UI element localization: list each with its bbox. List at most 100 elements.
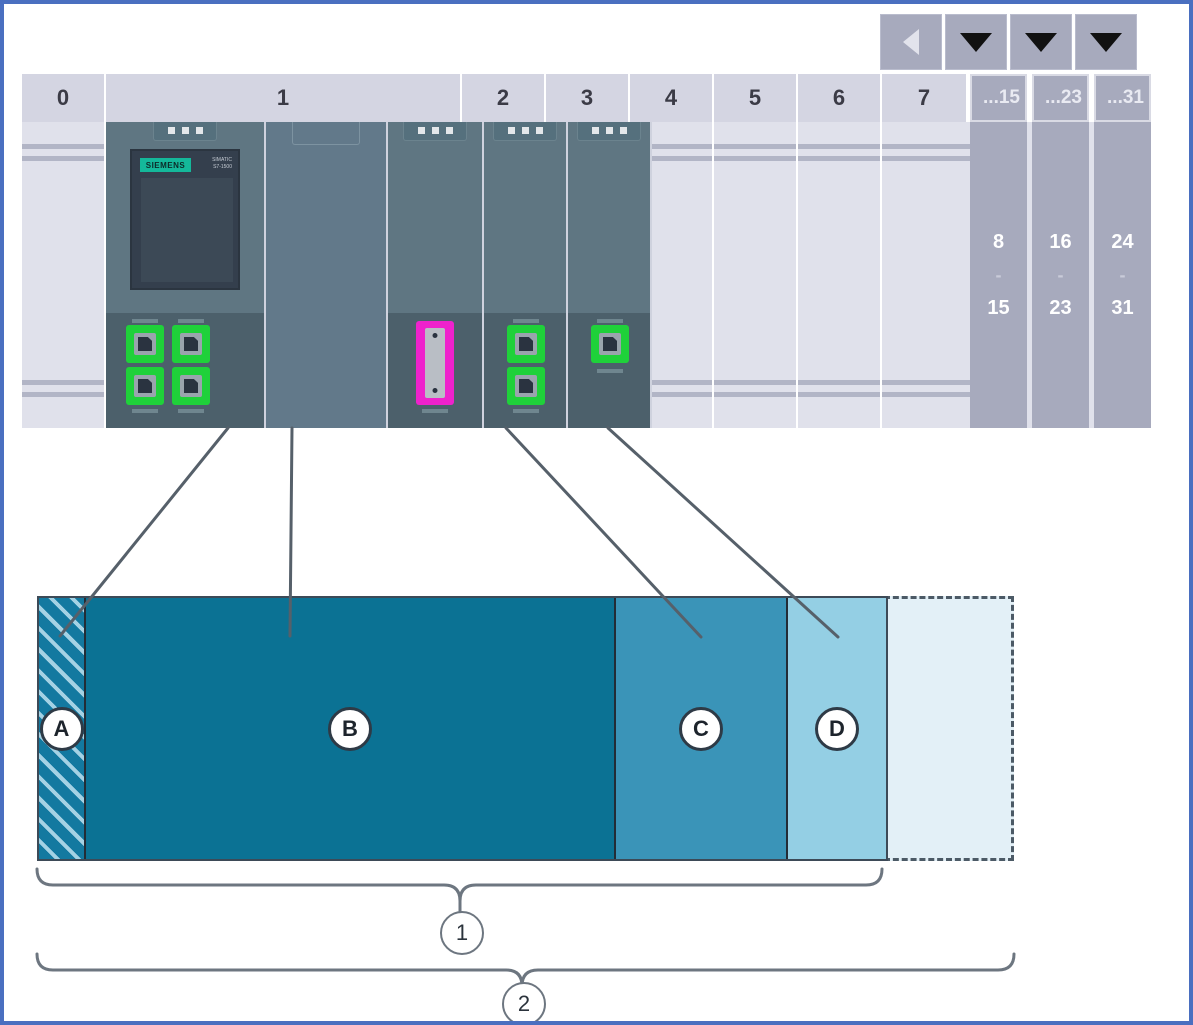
band-label-D: D [815, 706, 859, 751]
din-rail [882, 392, 970, 397]
address-column-8-15[interactable]: 8 - 15 [970, 122, 1027, 428]
address-low: 31 [1111, 297, 1134, 319]
slot-number-header-row: 0 1 2 3 4 5 6 7 [22, 74, 966, 122]
chevron-down-icon [960, 32, 992, 52]
din-rail [798, 380, 880, 385]
ethernet-port-icon[interactable] [507, 325, 545, 363]
rack-body: SIEMENS SIMATIC S7-1500 [22, 122, 1140, 428]
module-slot-3[interactable] [568, 122, 652, 428]
slot-cell-0[interactable] [22, 122, 106, 428]
ethernet-port-icon[interactable] [172, 367, 210, 405]
address-low: 15 [987, 297, 1010, 319]
address-column-24-31[interactable]: 24 - 31 [1094, 122, 1151, 428]
port-label [422, 409, 448, 413]
band-label-C: C [679, 706, 723, 751]
cpu-display-panel[interactable]: SIEMENS SIMATIC S7-1500 [130, 149, 240, 290]
slot-header-6[interactable]: 6 [798, 74, 882, 122]
port-label [132, 409, 158, 413]
vent-grille-icon [403, 122, 467, 141]
band-B[interactable]: B [86, 598, 616, 859]
din-rail [714, 380, 796, 385]
slot-cell-7[interactable] [882, 122, 970, 428]
address-dash: - [995, 265, 1002, 285]
dropdown-button-3[interactable] [1075, 14, 1137, 70]
profibus-connector-area [388, 313, 482, 428]
vent-dot [535, 126, 543, 134]
ethernet-port-icon[interactable] [126, 367, 164, 405]
din-rail [714, 392, 796, 397]
slot-header-1[interactable]: 1 [106, 74, 462, 122]
band-A[interactable]: A [39, 598, 86, 859]
module-connector-area [568, 313, 650, 428]
slot-header-5[interactable]: 5 [714, 74, 798, 122]
port-label [178, 319, 204, 323]
din-rail [22, 156, 104, 161]
module-tab [292, 122, 360, 145]
address-high: 24 [1111, 231, 1134, 253]
din-rail [630, 380, 712, 385]
slot-header-7[interactable]: 7 [882, 74, 966, 122]
din-rail [22, 392, 104, 397]
vent-grille-icon [577, 122, 641, 141]
din-rail [714, 156, 796, 161]
ethernet-port-icon[interactable] [591, 325, 629, 363]
vent-dot [181, 126, 189, 134]
cpu-connector-area [106, 313, 264, 428]
range-header-24-31[interactable]: ...31 [1094, 74, 1151, 122]
ethernet-port-icon[interactable] [172, 325, 210, 363]
cpu-screen [141, 178, 233, 282]
band-label-A: A [39, 706, 84, 751]
din-rail [22, 380, 104, 385]
din-rail [798, 144, 880, 149]
vent-dot [619, 126, 627, 134]
brace-1 [35, 867, 884, 902]
address-column-16-23[interactable]: 16 - 23 [1032, 122, 1089, 428]
cpu-module[interactable]: SIEMENS SIMATIC S7-1500 [106, 122, 266, 428]
din-rail [714, 144, 796, 149]
din-rail [798, 156, 880, 161]
blank-module[interactable] [266, 122, 388, 428]
din-rail [882, 144, 970, 149]
siemens-logo: SIEMENS [140, 158, 191, 172]
range-header-16-23[interactable]: ...23 [1032, 74, 1089, 122]
slot-header-2[interactable]: 2 [462, 74, 546, 122]
din-rail [882, 156, 970, 161]
range-header-8-15[interactable]: ...15 [970, 74, 1027, 122]
callout-1: 1 [440, 911, 484, 955]
ethernet-port-icon[interactable] [507, 367, 545, 405]
din-rail [630, 144, 712, 149]
vent-dot [521, 126, 529, 134]
address-low: 23 [1049, 297, 1072, 319]
slot-cell-6[interactable] [798, 122, 882, 428]
slot-header-0[interactable]: 0 [22, 74, 106, 122]
port-label [597, 319, 623, 323]
slot-header-3[interactable]: 3 [546, 74, 630, 122]
din-rail [22, 144, 104, 149]
vent-dot [605, 126, 613, 134]
vent-dot [507, 126, 515, 134]
band-D[interactable]: D [788, 598, 886, 859]
ethernet-port-icon[interactable] [126, 325, 164, 363]
module-slot-2[interactable] [484, 122, 568, 428]
chevron-down-icon [1090, 32, 1122, 52]
profibus-module[interactable] [388, 122, 484, 428]
vent-dot [431, 126, 439, 134]
dropdown-button-2[interactable] [1010, 14, 1072, 70]
scroll-left-button[interactable] [880, 14, 942, 70]
address-dash: - [1057, 265, 1064, 285]
vent-dot [195, 126, 203, 134]
vent-dot [417, 126, 425, 134]
dropdown-button-1[interactable] [945, 14, 1007, 70]
profibus-port-icon[interactable] [416, 321, 454, 405]
address-range-header-row: ...15 ...23 ...31 [970, 74, 1151, 122]
band-C[interactable]: C [616, 598, 788, 859]
din-rail [882, 380, 970, 385]
slot-header-4[interactable]: 4 [630, 74, 714, 122]
address-space-bands: A B C D [37, 596, 888, 861]
cpu-model-text: SIMATIC S7-1500 [212, 157, 232, 171]
callout-2: 2 [502, 982, 546, 1021]
rack-toolbar [880, 14, 1140, 70]
slot-cell-5[interactable] [714, 122, 798, 428]
vent-grille-icon [153, 122, 217, 141]
cpu-model-line2: S7-1500 [213, 164, 232, 170]
